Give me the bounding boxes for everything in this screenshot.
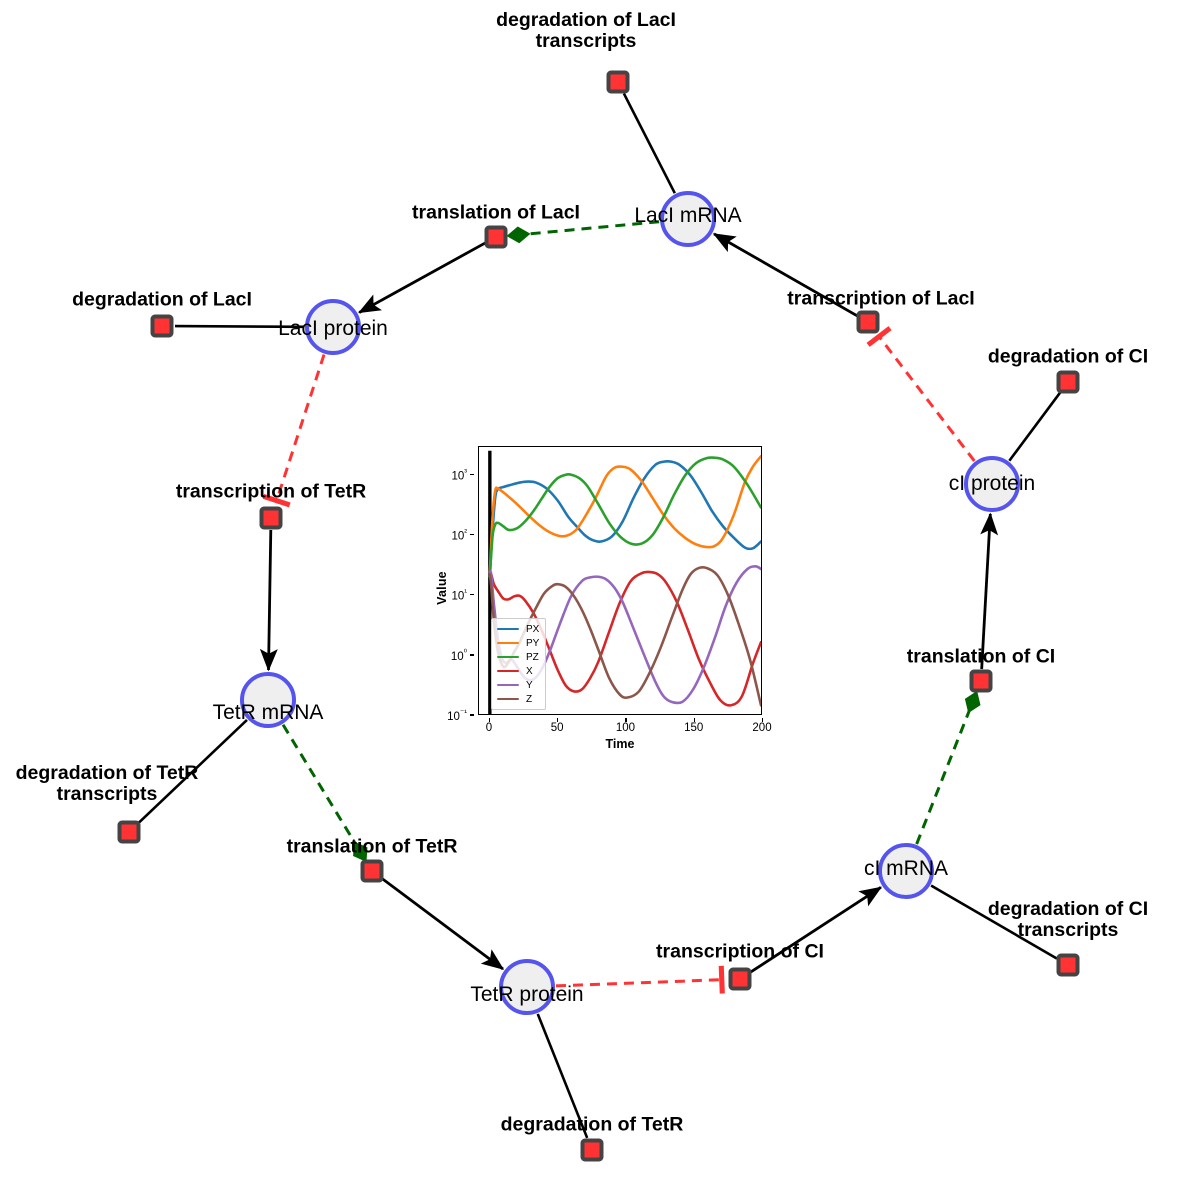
reaction-node-deg_tetr[interactable] — [580, 1138, 604, 1162]
legend-swatch-PY — [497, 641, 519, 645]
edge-ci_protein-to-deg_ci — [1008, 391, 1062, 462]
reaction-node-deg_tetr_tx[interactable] — [117, 820, 141, 844]
chart-x-axis-label: Time — [605, 737, 635, 751]
chart-xtick-1: 50 — [550, 722, 564, 734]
chart-ytickmark-0 — [470, 714, 474, 716]
chart-xtick-2: 100 — [615, 722, 636, 734]
chart-xtickmark-3 — [693, 718, 695, 722]
edge-tx_tetr-to-tetr_mrna — [259, 529, 278, 672]
edge-tetr_protein-to-tx_ci — [555, 965, 725, 994]
legend-label-PZ: PZ — [526, 651, 539, 663]
chart-xtickmark-2 — [625, 718, 627, 722]
legend-item-Y: Y — [497, 679, 539, 691]
edge-tx_ci-to-ci_mrna — [749, 886, 883, 974]
edge-tetr_mrna-to-transl_tetr — [281, 723, 368, 862]
edge-ci_mrna-to-transl_ci — [915, 690, 981, 845]
species-node-laci_protein[interactable] — [305, 299, 361, 355]
reaction-node-transl_tetr[interactable] — [360, 859, 384, 883]
reaction-node-tx_laci[interactable] — [856, 310, 880, 334]
edge-ci_protein-to-tx_laci — [866, 326, 976, 462]
chart-ytick-2: 10¹ — [451, 587, 467, 603]
chart-plot-area: PX PY PZ X Y Z — [478, 446, 762, 715]
species-node-ci_mrna[interactable] — [878, 843, 934, 899]
legend-label-Z: Z — [526, 693, 533, 705]
reaction-node-deg_laci[interactable] — [150, 314, 174, 338]
chart-series-PY — [488, 454, 761, 575]
chart-x-ticks: 0 50 100 150 200 — [478, 718, 772, 734]
edge-tetr_mrna-to-deg_tetr_tx — [137, 719, 248, 824]
edge-transl_laci-to-laci_protein — [358, 241, 487, 314]
legend-label-X: X — [526, 665, 533, 677]
legend-label-PY: PY — [526, 637, 540, 649]
legend-swatch-Y — [497, 683, 519, 687]
edge-laci_mrna-to-transl_laci — [506, 220, 660, 244]
reaction-node-tx_tetr[interactable] — [259, 506, 283, 530]
reaction-node-deg_ci[interactable] — [1056, 370, 1080, 394]
legend-item-PX: PX — [497, 623, 539, 635]
legend-swatch-PZ — [497, 655, 519, 659]
chart-xtickmark-4 — [762, 718, 764, 722]
inset-timecourse-chart: 10⁻¹ 10⁰ 10¹ 10² 10³ 0 50 100 150 200 Value Time… — [435, 437, 772, 757]
chart-series-PX — [488, 460, 761, 576]
chart-series-PZ — [488, 456, 761, 579]
edge-transl_ci-to-ci_protein — [980, 512, 999, 670]
legend-swatch-PX — [497, 627, 519, 631]
chart-ytickmark-3 — [470, 534, 474, 536]
edge-laci_protein-to-deg_laci — [174, 324, 305, 329]
reaction-node-tx_ci[interactable] — [728, 967, 752, 991]
legend-item-Z: Z — [497, 693, 539, 705]
edges-group — [137, 92, 1062, 1139]
chart-ytick-4: 10³ — [451, 467, 467, 483]
chart-y-axis-label: Value — [434, 571, 449, 605]
legend-swatch-X — [497, 669, 519, 673]
chart-ytick-1: 10⁰ — [450, 647, 467, 663]
legend-swatch-Z — [497, 697, 519, 701]
edge-laci_mrna-to-deg_laci_tx — [622, 92, 676, 194]
species-node-ci_protein[interactable] — [964, 456, 1020, 512]
chart-ytickmark-2 — [470, 594, 474, 596]
edge-tetr_protein-to-deg_tetr — [536, 1013, 589, 1139]
edge-laci_protein-to-tx_tetr — [262, 354, 326, 508]
legend-item-PZ: PZ — [497, 651, 539, 663]
legend-item-PY: PY — [497, 637, 539, 649]
reaction-node-transl_laci[interactable] — [484, 225, 508, 249]
chart-ytickmark-4 — [470, 474, 474, 476]
edge-ci_mrna-to-deg_ci_tx — [930, 884, 1058, 960]
legend-label-Y: Y — [526, 679, 533, 691]
edge-tx_laci-to-laci_mrna — [712, 232, 859, 318]
chart-ytickmark-1 — [470, 654, 474, 656]
nodes-group — [117, 70, 1080, 1162]
edge-transl_tetr-to-tetr_protein — [380, 877, 505, 971]
chart-xtick-4: 200 — [752, 722, 772, 734]
chart-xtickmark-0 — [488, 718, 491, 722]
chart-series-X — [488, 570, 761, 707]
chart-legend: PX PY PZ X Y Z — [491, 618, 547, 710]
reaction-node-deg_ci_tx[interactable] — [1056, 953, 1080, 977]
legend-label-PX: PX — [526, 623, 540, 635]
legend-item-X: X — [497, 665, 539, 677]
reaction-node-transl_ci[interactable] — [969, 669, 993, 693]
species-node-tetr_protein[interactable] — [499, 959, 555, 1015]
chart-ytick-0: 10⁻¹ — [447, 708, 467, 723]
chart-xtickmark-1 — [557, 718, 559, 722]
chart-xtick-3: 150 — [684, 722, 704, 734]
reaction-node-deg_laci_tx[interactable] — [606, 70, 630, 94]
species-node-tetr_mrna[interactable] — [240, 672, 296, 728]
chart-y-ticks: 10⁻¹ 10⁰ 10¹ 10² 10³ — [442, 446, 474, 723]
species-node-laci_mrna[interactable] — [660, 191, 716, 247]
chart-ytick-3: 10² — [451, 527, 467, 543]
chart-xtick-0: 0 — [485, 722, 493, 734]
